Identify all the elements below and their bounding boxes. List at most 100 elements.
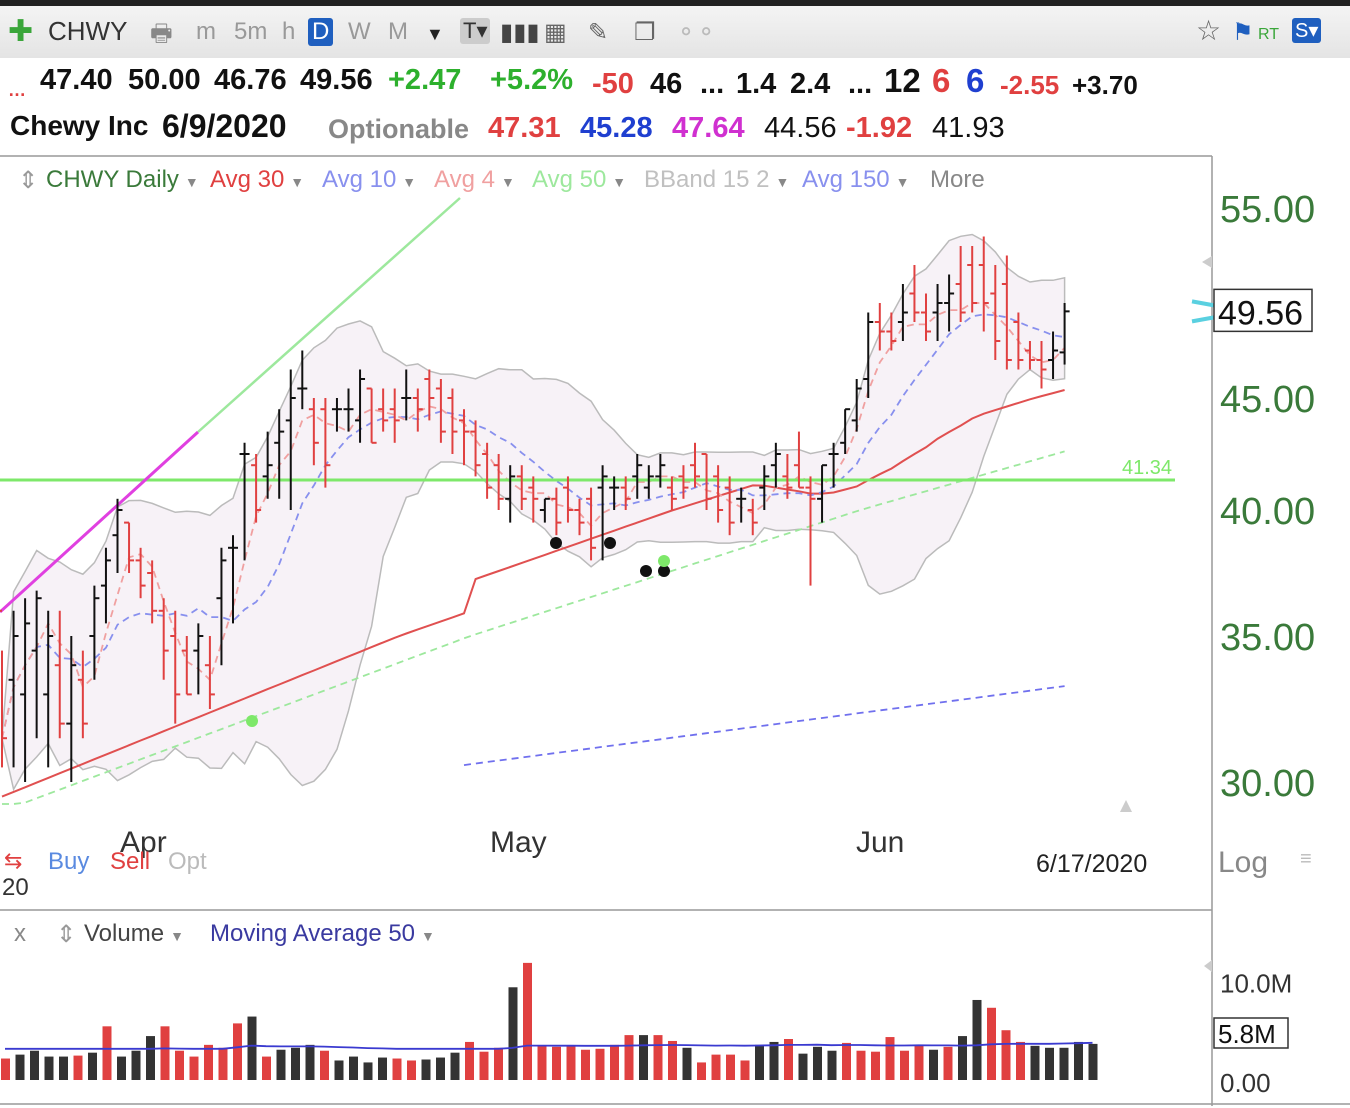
interval-minute[interactable]: m	[196, 18, 216, 45]
legend-avg50[interactable]: Avg 50 ▼	[532, 166, 626, 194]
legend-volume-label: Volume	[84, 920, 165, 947]
volume-legend: x ⇕ Volume ▼ Moving Average 50 ▼	[0, 918, 1210, 954]
dropdown-icon[interactable]: ▼	[895, 174, 910, 190]
add-symbol-icon[interactable]: ✚	[8, 15, 34, 48]
more-studies-button[interactable]: More	[930, 166, 985, 193]
tick-marker: …	[8, 80, 26, 100]
share-icon[interactable]: ⚬⚬	[676, 19, 717, 46]
study-legend: ⇕ CHWY Daily ▼ Avg 30 ▼ Avg 10 ▼ Avg 4 ▼ Avg…	[0, 160, 1210, 200]
realtime-badge[interactable]: RT	[1258, 26, 1280, 43]
legend-item-label: Avg 150	[802, 166, 890, 193]
quote-ellipsis: ...	[700, 68, 725, 100]
volume-bar	[508, 987, 518, 1080]
volume-bar	[204, 1044, 213, 1080]
log-toggle[interactable]: Log	[1218, 846, 1269, 879]
volume-bar	[160, 1026, 170, 1080]
quote-value: 1.4	[736, 68, 777, 100]
volume-bar	[378, 1057, 387, 1080]
menu-icon[interactable]: ≡	[1300, 848, 1312, 870]
volume-bar	[247, 1016, 257, 1080]
last-price-marker	[1191, 299, 1215, 324]
cursor-date: 6/17/2020	[1036, 850, 1148, 878]
price-tick-label: 35.00	[1220, 617, 1315, 659]
high-price: 50.00	[128, 64, 201, 96]
drag-handle-icon[interactable]: ⇕	[18, 167, 39, 194]
pencil-icon[interactable]: ✎	[588, 19, 609, 46]
add-study-icon[interactable]: ▦	[544, 19, 567, 46]
volume-bar	[233, 1023, 242, 1080]
volume-bar	[943, 1046, 953, 1080]
volume-bar	[726, 1054, 735, 1080]
text-tool-icon[interactable]: T▾	[460, 18, 491, 44]
symbol-field[interactable]: CHWY	[48, 16, 128, 46]
interval-daily[interactable]: D	[308, 18, 334, 46]
signal-dot	[658, 565, 670, 577]
legend-avg150[interactable]: Avg 150 ▼	[802, 166, 910, 194]
legend-volume-ma[interactable]: Moving Average 50 ▼	[210, 920, 435, 948]
volume-bar	[697, 1062, 706, 1080]
interval-hour[interactable]: h	[282, 18, 296, 45]
bar-chart-icon[interactable]: ▮▮▮	[500, 19, 540, 46]
hline-value-label: 41.34	[1122, 457, 1172, 479]
print-icon[interactable]: 🖶	[150, 20, 173, 47]
layers-icon[interactable]: ❐	[634, 19, 656, 46]
volume-scroll-icon	[1204, 960, 1212, 972]
volume-bar	[581, 1049, 590, 1080]
dropdown-icon[interactable]: ▼	[612, 174, 627, 190]
legend-avg4[interactable]: Avg 4 ▼	[434, 166, 515, 194]
quote-value: -2.55	[1000, 70, 1060, 100]
volume-bar	[972, 999, 982, 1080]
last-price-tag-box	[1213, 288, 1313, 333]
price-plot	[0, 197, 1175, 805]
price-tick-label: 45.00	[1220, 379, 1315, 421]
dropdown-icon[interactable]: ▼	[402, 174, 417, 190]
volume-bar	[262, 1056, 271, 1080]
legend-bband[interactable]: BBand 15 2 ▼	[644, 166, 789, 194]
volume-bar	[175, 1050, 184, 1080]
dropdown-icon[interactable]: ▼	[500, 174, 515, 190]
dropdown-icon[interactable]: ▼	[290, 174, 305, 190]
drag-handle-icon[interactable]: ⇕	[56, 921, 77, 948]
sell-button[interactable]: Sell	[110, 848, 151, 875]
volume-bar	[958, 1036, 967, 1080]
avg10-line	[1, 313, 1065, 739]
opt-button[interactable]: Opt	[168, 848, 207, 875]
avg30-line	[1, 389, 1065, 798]
volume-bar	[682, 1047, 692, 1080]
legend-series[interactable]: CHWY Daily ▼	[46, 166, 199, 194]
scanner-icon[interactable]: S▾	[1292, 18, 1322, 43]
volume-bar	[407, 1060, 416, 1080]
volume-bar	[537, 1045, 547, 1080]
volume-bar	[610, 1044, 619, 1080]
interval-5min[interactable]: 5m	[234, 18, 268, 45]
legend-avg30[interactable]: Avg 30 ▼	[210, 166, 304, 194]
quote-value: 12	[884, 62, 921, 99]
trade-icon[interactable]: ⇆	[4, 848, 23, 873]
close-volume-icon[interactable]: x	[14, 920, 26, 947]
interval-monthly[interactable]: M	[388, 18, 408, 45]
dropdown-icon[interactable]: ▼	[421, 928, 435, 944]
dropdown-icon[interactable]: ▼	[184, 174, 199, 190]
interval-dropdown-icon[interactable]: ▼	[426, 24, 444, 44]
legend-volume-ma-label: Moving Average 50	[210, 920, 416, 947]
volume-bar	[711, 1054, 721, 1080]
buy-button[interactable]: Buy	[48, 848, 90, 875]
flag-icon[interactable]: ⚑	[1232, 19, 1254, 46]
volume-bar	[131, 1050, 141, 1080]
volume-bar	[73, 1055, 83, 1080]
volume-bar	[334, 1060, 344, 1080]
legend-avg10[interactable]: Avg 10 ▼	[322, 166, 416, 194]
volume-ma-tag: 5.8M	[1218, 1019, 1276, 1049]
quote-value: 44.56	[764, 112, 837, 144]
interval-weekly[interactable]: W	[348, 18, 371, 45]
company-row: Chewy Inc 6/9/2020 Optionable 47.31 45.2…	[0, 104, 1350, 154]
legend-volume[interactable]: Volume ▼	[84, 920, 184, 948]
dropdown-icon[interactable]: ▼	[170, 928, 184, 944]
volume-bar	[291, 1047, 300, 1080]
star-icon[interactable]: ☆	[1196, 15, 1222, 46]
volume-bar	[1088, 1043, 1098, 1080]
volume-bar	[740, 1060, 750, 1080]
dropdown-icon[interactable]: ▼	[775, 174, 790, 190]
volume-bar	[392, 1058, 402, 1080]
